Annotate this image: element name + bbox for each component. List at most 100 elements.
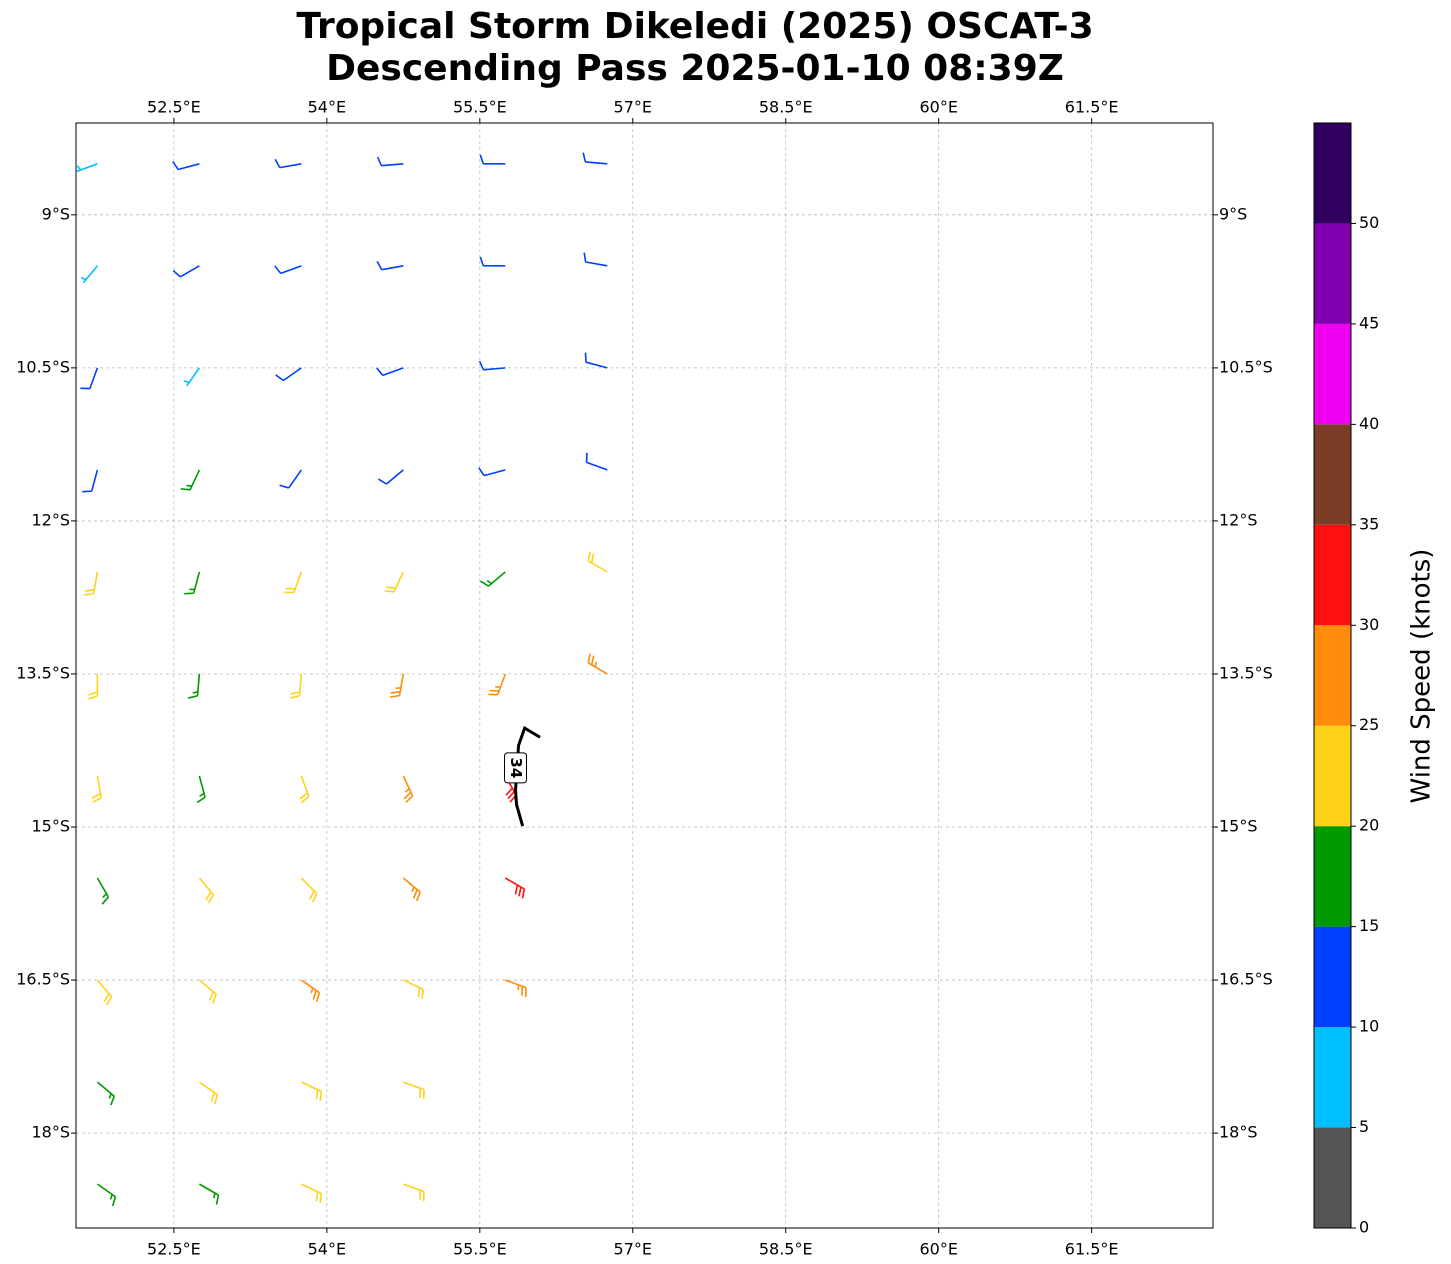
- y-tick-label: 13.5°S: [16, 663, 70, 682]
- wind-barb: [96, 1183, 117, 1207]
- wind-barb: [583, 252, 608, 267]
- wind-barb: [505, 979, 527, 998]
- wind-barb: [196, 775, 206, 804]
- wind-barb: [479, 571, 506, 587]
- wind-barb: [198, 1081, 219, 1105]
- wind-barb: [402, 877, 421, 902]
- y-tick-label: 15°S: [1219, 817, 1258, 836]
- wind-barb: [96, 979, 113, 1006]
- colorbar-swatch: [1314, 1027, 1351, 1128]
- colorbar-swatch: [1314, 625, 1351, 726]
- x-tick-label: 52.5°E: [147, 1240, 201, 1259]
- wind-barb: [479, 154, 506, 165]
- colorbar-swatch: [1314, 826, 1351, 927]
- wind-barb: [299, 775, 310, 804]
- y-tick-label: 12°S: [1219, 510, 1258, 529]
- colorbar-tick-label: 45: [1359, 313, 1379, 332]
- wind-barb: [82, 469, 99, 493]
- x-tick-label: 52.5°E: [147, 98, 201, 117]
- wind-barb: [585, 452, 608, 471]
- colorbar-swatch: [1314, 1127, 1351, 1228]
- y-tick-label: 10.5°S: [16, 357, 70, 376]
- wind-barb: [587, 653, 608, 675]
- colorbar-tick-label: 40: [1359, 414, 1379, 433]
- wind-barb: [479, 256, 506, 267]
- colorbar-tick-label: 25: [1359, 715, 1379, 734]
- colorbar-tick-label: 50: [1359, 213, 1379, 232]
- wind-barb: [96, 1081, 116, 1106]
- wind-barb: [198, 979, 217, 1004]
- wind-barb: [377, 469, 404, 485]
- wind-barb: [478, 360, 506, 371]
- wind-barb: [274, 265, 302, 275]
- x-tick-label: 57°E: [614, 98, 652, 117]
- colorbar-swatch: [1314, 725, 1351, 827]
- wind-barb: [384, 571, 405, 593]
- wind-barb: [587, 551, 608, 573]
- colorbar-swatch: [1314, 926, 1351, 1028]
- colorbar-tick-label: 20: [1359, 816, 1379, 835]
- wind-barb: [172, 161, 200, 171]
- wind-barb: [184, 571, 201, 595]
- wind-barb: [584, 352, 608, 369]
- wind-barb: [301, 1081, 323, 1101]
- y-tick-label: 12°S: [31, 510, 70, 529]
- wind-barb: [403, 1183, 425, 1202]
- wind-barb: [96, 877, 110, 905]
- chart-title: Tropical Storm Dikeledi (2025) OSCAT-3: [296, 6, 1093, 47]
- colorbar-swatch: [1314, 323, 1351, 425]
- wind-barb: [198, 1183, 220, 1205]
- wind-barb: [284, 571, 303, 594]
- y-tick-label: 9°S: [42, 204, 70, 223]
- y-tick-label: 16.5°S: [1219, 970, 1273, 989]
- wind-barb: [504, 775, 517, 803]
- colorbar-swatch: [1314, 424, 1351, 525]
- x-tick-label: 61.5°E: [1065, 1240, 1119, 1259]
- x-tick-label: 58.5°E: [759, 1240, 813, 1259]
- wind-barb: [403, 1081, 425, 1100]
- y-tick-label: 10.5°S: [1219, 357, 1273, 376]
- wind-barb: [274, 158, 302, 169]
- plot-frame: [75, 122, 1214, 1229]
- x-tick-label: 57°E: [614, 1240, 652, 1259]
- wind-barb: [80, 367, 99, 390]
- wind-barb: [172, 265, 200, 278]
- wind-barb: [88, 673, 99, 700]
- wind-barb: [279, 469, 303, 489]
- wind-barb: [183, 367, 201, 387]
- wind-barb: [80, 265, 99, 284]
- wind-barb: [290, 673, 303, 699]
- wind-barb: [402, 775, 414, 804]
- contour-label-box: [504, 752, 528, 784]
- y-tick-label: 18°S: [31, 1123, 70, 1142]
- wind-barb: [488, 673, 507, 696]
- contour-label: 34: [507, 757, 525, 778]
- colorbar-tick-label: 15: [1359, 916, 1379, 935]
- wind-barb: [504, 877, 526, 899]
- colorbar-swatch: [1314, 524, 1351, 626]
- wind-barb: [376, 260, 404, 271]
- wind-barb: [478, 467, 506, 477]
- wind-barb: [300, 979, 321, 1003]
- colorbar-frame: [1313, 122, 1352, 1229]
- wind-barb: [402, 979, 425, 999]
- wind-barb: [76, 163, 98, 173]
- x-tick-label: 58.5°E: [759, 98, 813, 117]
- wind-barb: [301, 1183, 323, 1203]
- colorbar-tick-label: 5: [1359, 1117, 1369, 1136]
- wind-barb: [91, 775, 103, 803]
- colorbar-swatch: [1314, 223, 1351, 324]
- colorbar-tick-label: 10: [1359, 1017, 1379, 1036]
- wind-barb: [376, 156, 404, 167]
- colorbar-tick-label: 0: [1359, 1218, 1369, 1237]
- wind-barb: [180, 469, 201, 491]
- x-tick-label: 60°E: [919, 98, 957, 117]
- wind-barb: [582, 152, 608, 165]
- wind-barb: [198, 877, 215, 904]
- colorbar-tick-label: 35: [1359, 514, 1379, 533]
- x-tick-label: 61.5°E: [1065, 98, 1119, 117]
- y-tick-label: 15°S: [31, 817, 70, 836]
- wind-barb: [300, 877, 318, 903]
- y-tick-label: 18°S: [1219, 1123, 1258, 1142]
